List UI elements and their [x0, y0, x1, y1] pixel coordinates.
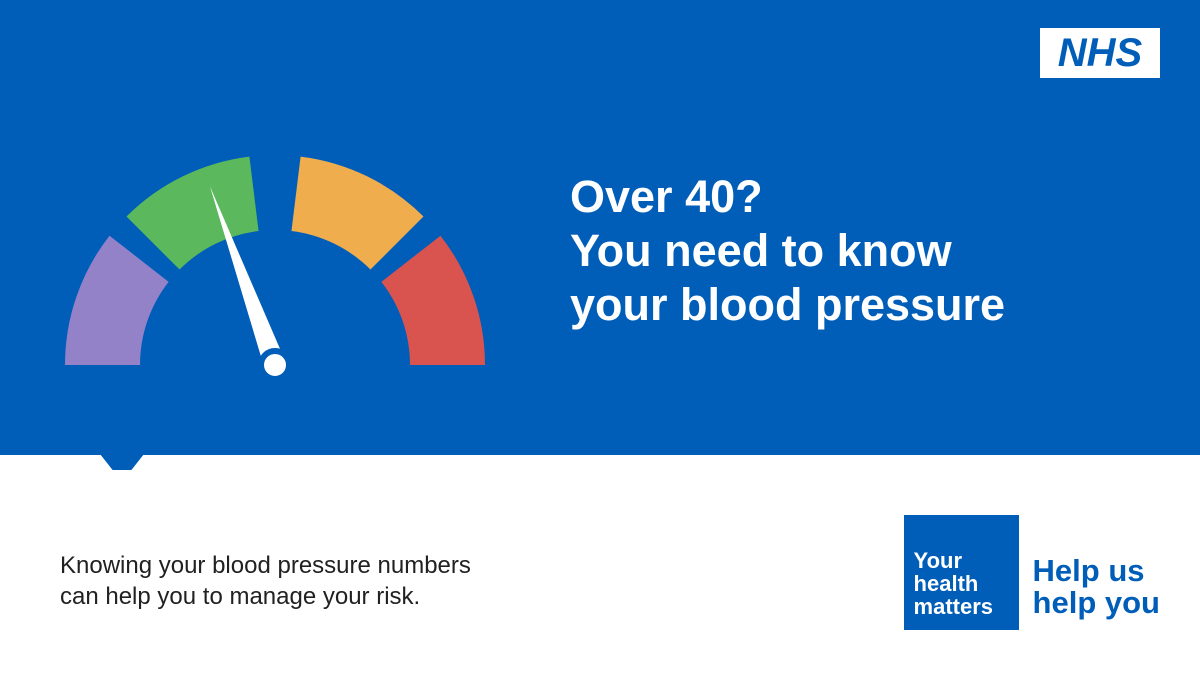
help-us-help-you-text: Help us help you [1019, 515, 1160, 630]
campaign-lockup: Your health matters Help us help you [904, 515, 1160, 630]
subtext-line-2: can help you to manage your risk. [60, 581, 471, 612]
nhs-logo-text: NHS [1058, 33, 1142, 73]
subtext: Knowing your blood pressure numbers can … [60, 550, 471, 612]
subtext-line-1: Knowing your blood pressure numbers [60, 550, 471, 581]
nhs-logo: NHS [1040, 28, 1160, 78]
headline-line-2: You need to know [570, 224, 1005, 278]
help-line-2: help you [1033, 587, 1160, 620]
gauge-segment-high [291, 157, 423, 270]
yhm-line-2: health [914, 572, 1009, 595]
lower-panel: Knowing your blood pressure numbers can … [0, 470, 1200, 675]
headline-line-3: your blood pressure [570, 278, 1005, 332]
headline: Over 40? You need to know your blood pre… [570, 170, 1005, 332]
gauge-segment-low [65, 236, 169, 365]
gauge-segment-normal [127, 157, 259, 270]
headline-line-1: Over 40? [570, 170, 1005, 224]
help-line-1: Help us [1033, 555, 1160, 588]
yhm-line-1: Your [914, 549, 1009, 572]
top-panel: NHS Over 40? You need to know your blood… [0, 0, 1200, 455]
gauge-svg [60, 115, 490, 395]
your-health-matters-box: Your health matters [904, 515, 1019, 630]
gauge-hub [261, 351, 289, 379]
yhm-line-3: matters [914, 595, 1009, 618]
gauge-chart [60, 115, 490, 375]
gauge-segment-v-high [381, 236, 485, 365]
infographic-root: NHS Over 40? You need to know your blood… [0, 0, 1200, 675]
